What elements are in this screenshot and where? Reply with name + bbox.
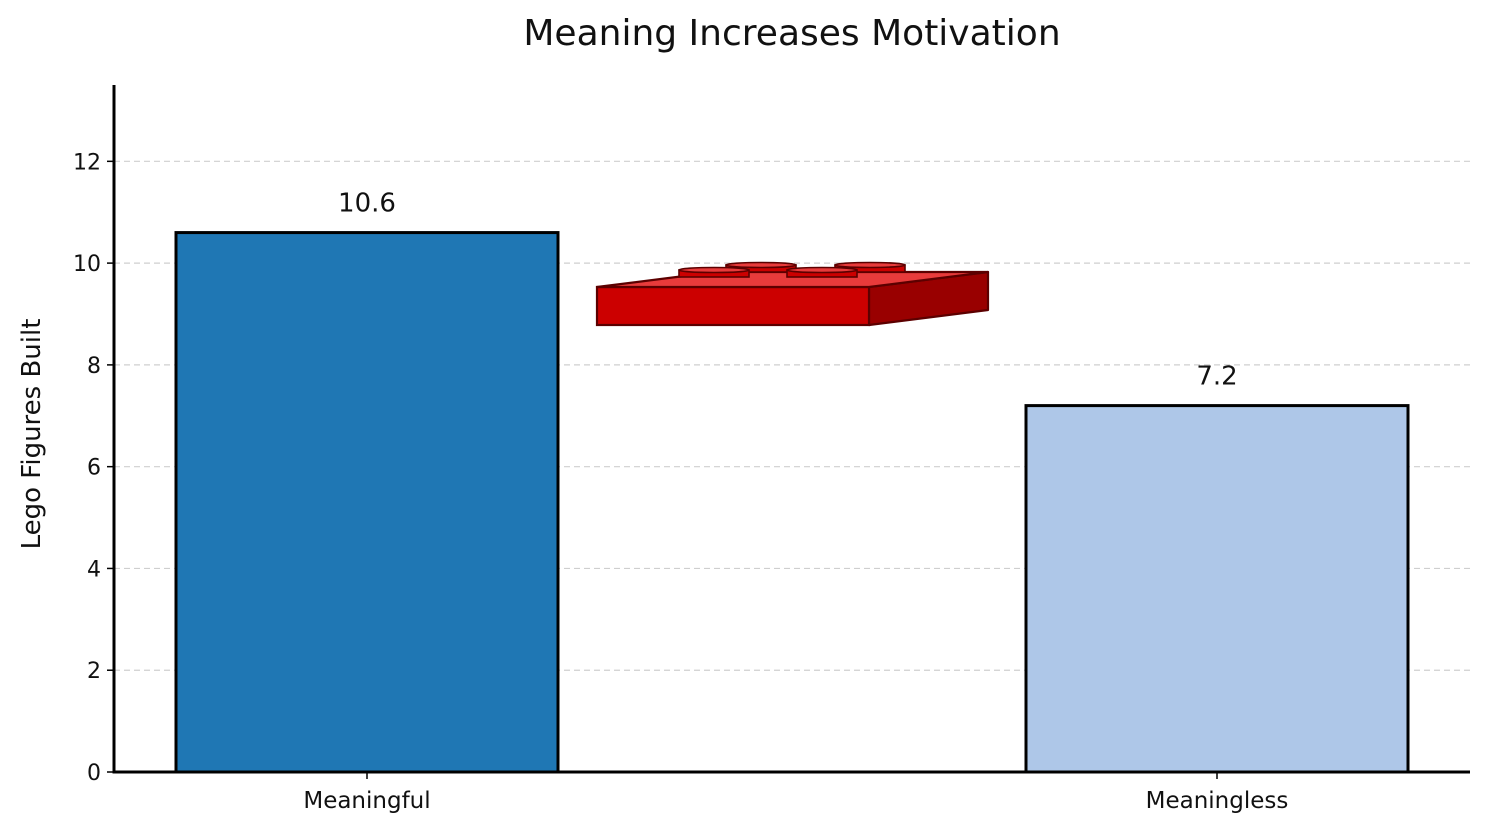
data-label: 10.6 [338, 189, 396, 219]
lego-brick-front [595, 285, 871, 327]
y-tick-label: 0 [87, 761, 101, 786]
lego-stud [678, 266, 750, 278]
y-tick-label: 10 [73, 252, 101, 277]
bar-meaningless [1024, 404, 1410, 774]
y-tick-label: 4 [87, 557, 101, 582]
data-label: 7.2 [1196, 362, 1237, 392]
y-tick-label: 12 [73, 150, 101, 175]
x-tick-label: Meaningful [303, 788, 430, 814]
lego-stud-top [725, 261, 797, 269]
y-tick-label: 8 [87, 354, 101, 379]
y-tick-label: 2 [87, 659, 101, 684]
lego-stud-top [834, 261, 906, 269]
chart-title: Meaning Increases Motivation [523, 13, 1060, 54]
lego-stud [786, 266, 858, 278]
axes [112, 85, 1470, 774]
y-axis-title: Lego Figures Built [17, 319, 47, 550]
labels: 0 2 4 6 8 10 12 10.6 Meaningful 7.2 Meaningless [73, 150, 1288, 814]
lego-stud-top [678, 266, 750, 274]
lego-stud-top [786, 266, 858, 274]
y-tick-label: 6 [87, 456, 101, 481]
lego-brick-icon [595, 261, 990, 327]
x-tick-label: Meaningless [1146, 788, 1289, 814]
bar-meaningful [174, 231, 560, 774]
ticks [107, 160, 1218, 779]
